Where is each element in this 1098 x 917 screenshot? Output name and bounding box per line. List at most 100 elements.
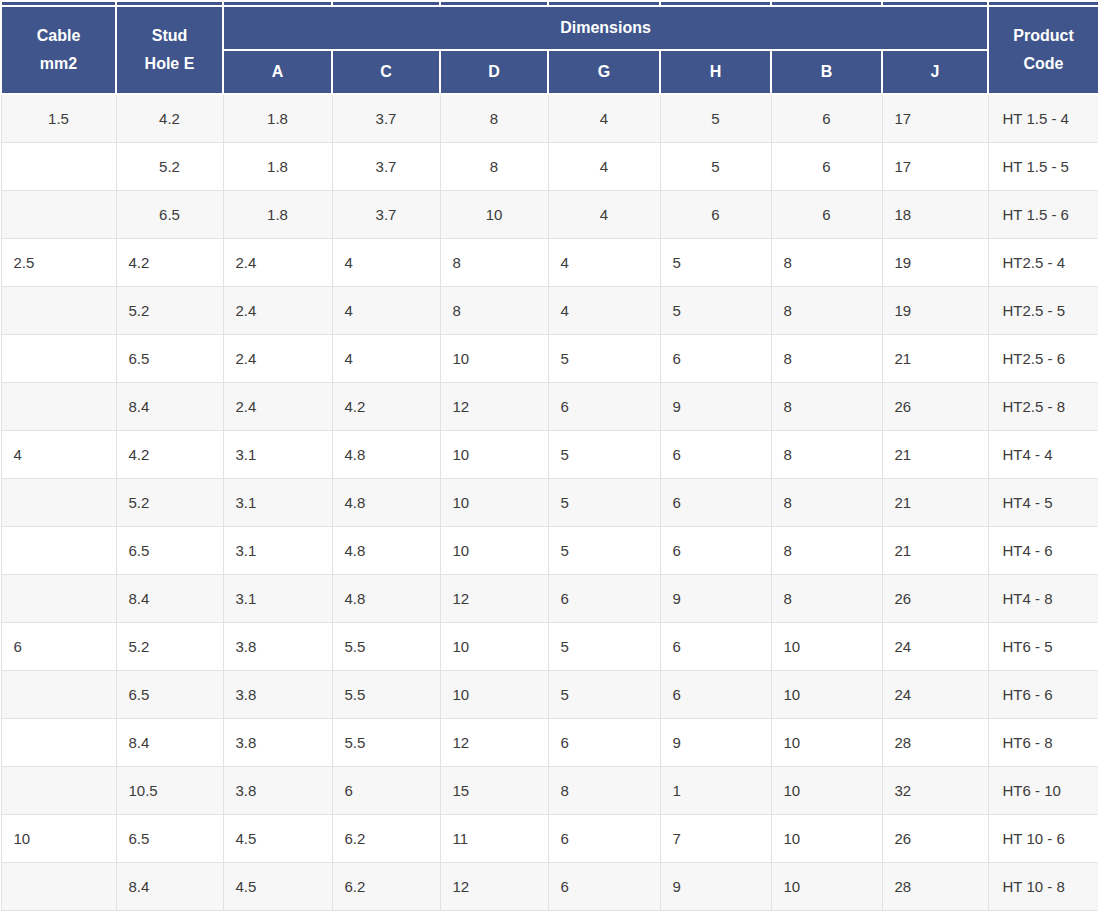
cell-dim-g: 4 — [548, 287, 660, 335]
cell-product-code: HT6 - 5 — [988, 623, 1098, 671]
cell-product-code: HT 1.5 - 6 — [988, 191, 1098, 239]
cell-dim-c: 6 — [332, 767, 440, 815]
table-header: Cable mm2 Stud Hole E Dimensions Product… — [1, 1, 1098, 94]
cell-dim-a: 3.1 — [223, 527, 332, 575]
cell-product-code: HT4 - 6 — [988, 527, 1098, 575]
cell-stud-hole-e: 8.4 — [116, 575, 223, 623]
cell-stud-hole-e: 5.2 — [116, 287, 223, 335]
cell-cable-mm2 — [1, 575, 116, 623]
table-row: 6.52.441056821HT2.5 - 6 — [1, 335, 1098, 383]
cell-cable-mm2 — [1, 287, 116, 335]
cell-dim-b: 8 — [771, 239, 882, 287]
cell-dim-b: 10 — [771, 863, 882, 911]
cell-stud-hole-e: 10.5 — [116, 767, 223, 815]
cell-dim-h: 7 — [660, 815, 771, 863]
cell-stud-hole-e: 6.5 — [116, 671, 223, 719]
cell-dim-d: 12 — [440, 575, 548, 623]
cell-dim-a: 3.1 — [223, 479, 332, 527]
cell-dim-a: 1.8 — [223, 191, 332, 239]
header-dim-a: A — [223, 50, 332, 94]
cell-dim-c: 3.7 — [332, 143, 440, 191]
cell-dim-g: 4 — [548, 239, 660, 287]
cell-dim-c: 3.7 — [332, 191, 440, 239]
header-dim-g: G — [548, 50, 660, 94]
header-dim-h: H — [660, 50, 771, 94]
cell-dim-c: 5.5 — [332, 671, 440, 719]
cell-dim-j: 17 — [882, 143, 988, 191]
cell-dim-h: 9 — [660, 719, 771, 767]
cell-dim-d: 15 — [440, 767, 548, 815]
cell-dim-h: 6 — [660, 623, 771, 671]
cell-dim-g: 5 — [548, 479, 660, 527]
table-row: 5.21.83.7845617HT 1.5 - 5 — [1, 143, 1098, 191]
cell-dim-h: 9 — [660, 863, 771, 911]
cell-product-code: HT6 - 10 — [988, 767, 1098, 815]
cell-dim-c: 4 — [332, 239, 440, 287]
cell-stud-hole-e: 6.5 — [116, 527, 223, 575]
cell-dim-b: 6 — [771, 143, 882, 191]
cell-dim-g: 6 — [548, 575, 660, 623]
cell-dim-c: 5.5 — [332, 719, 440, 767]
cell-stud-hole-e: 8.4 — [116, 719, 223, 767]
cell-dim-h: 9 — [660, 383, 771, 431]
cell-dim-j: 24 — [882, 623, 988, 671]
cell-dim-b: 10 — [771, 671, 882, 719]
cell-dim-d: 8 — [440, 143, 548, 191]
table-row: 65.23.85.510561024HT6 - 5 — [1, 623, 1098, 671]
cell-stud-hole-e: 5.2 — [116, 623, 223, 671]
cell-dim-g: 4 — [548, 94, 660, 143]
cell-stud-hole-e: 8.4 — [116, 863, 223, 911]
cell-dim-a: 4.5 — [223, 863, 332, 911]
cell-dim-d: 10 — [440, 191, 548, 239]
table-row: 6.51.83.71046618HT 1.5 - 6 — [1, 191, 1098, 239]
cell-cable-mm2 — [1, 863, 116, 911]
cell-dim-h: 5 — [660, 143, 771, 191]
cell-product-code: HT 10 - 6 — [988, 815, 1098, 863]
cell-product-code: HT2.5 - 4 — [988, 239, 1098, 287]
cell-dim-d: 10 — [440, 479, 548, 527]
cell-dim-b: 8 — [771, 575, 882, 623]
table-row: 2.54.22.44845819HT2.5 - 4 — [1, 239, 1098, 287]
cell-dim-b: 6 — [771, 94, 882, 143]
cell-stud-hole-e: 5.2 — [116, 143, 223, 191]
cell-dim-d: 8 — [440, 239, 548, 287]
cell-dim-h: 6 — [660, 335, 771, 383]
cell-dim-c: 4 — [332, 335, 440, 383]
cell-product-code: HT 1.5 - 5 — [988, 143, 1098, 191]
table-row: 8.42.44.21269826HT2.5 - 8 — [1, 383, 1098, 431]
cell-dim-d: 10 — [440, 527, 548, 575]
cell-dim-d: 12 — [440, 383, 548, 431]
cell-product-code: HT6 - 6 — [988, 671, 1098, 719]
cell-dim-c: 6.2 — [332, 863, 440, 911]
cell-dim-g: 4 — [548, 191, 660, 239]
cell-cable-mm2: 10 — [1, 815, 116, 863]
cell-dim-h: 5 — [660, 94, 771, 143]
header-product-code: Product Code — [988, 6, 1098, 94]
cell-cable-mm2: 6 — [1, 623, 116, 671]
cell-dim-c: 4.8 — [332, 527, 440, 575]
cell-dim-j: 18 — [882, 191, 988, 239]
cell-dim-a: 2.4 — [223, 335, 332, 383]
header-dim-b: B — [771, 50, 882, 94]
header-main-row: Cable mm2 Stud Hole E Dimensions Product… — [1, 6, 1098, 50]
cell-dim-b: 10 — [771, 623, 882, 671]
cell-product-code: HT2.5 - 5 — [988, 287, 1098, 335]
cell-dim-b: 10 — [771, 815, 882, 863]
cell-cable-mm2 — [1, 335, 116, 383]
cell-cable-mm2 — [1, 479, 116, 527]
cell-product-code: HT6 - 8 — [988, 719, 1098, 767]
table-row: 6.53.85.510561024HT6 - 6 — [1, 671, 1098, 719]
header-dim-d: D — [440, 50, 548, 94]
cell-cable-mm2 — [1, 383, 116, 431]
header-dimensions: Dimensions — [223, 6, 988, 50]
cell-cable-mm2 — [1, 671, 116, 719]
cell-dim-j: 17 — [882, 94, 988, 143]
cell-dim-a: 3.8 — [223, 719, 332, 767]
cell-dim-c: 4.8 — [332, 431, 440, 479]
cell-dim-g: 8 — [548, 767, 660, 815]
cell-dim-c: 5.5 — [332, 623, 440, 671]
cell-cable-mm2: 1.5 — [1, 94, 116, 143]
cell-dim-g: 5 — [548, 671, 660, 719]
cell-product-code: HT 1.5 - 4 — [988, 94, 1098, 143]
cell-dim-b: 10 — [771, 719, 882, 767]
